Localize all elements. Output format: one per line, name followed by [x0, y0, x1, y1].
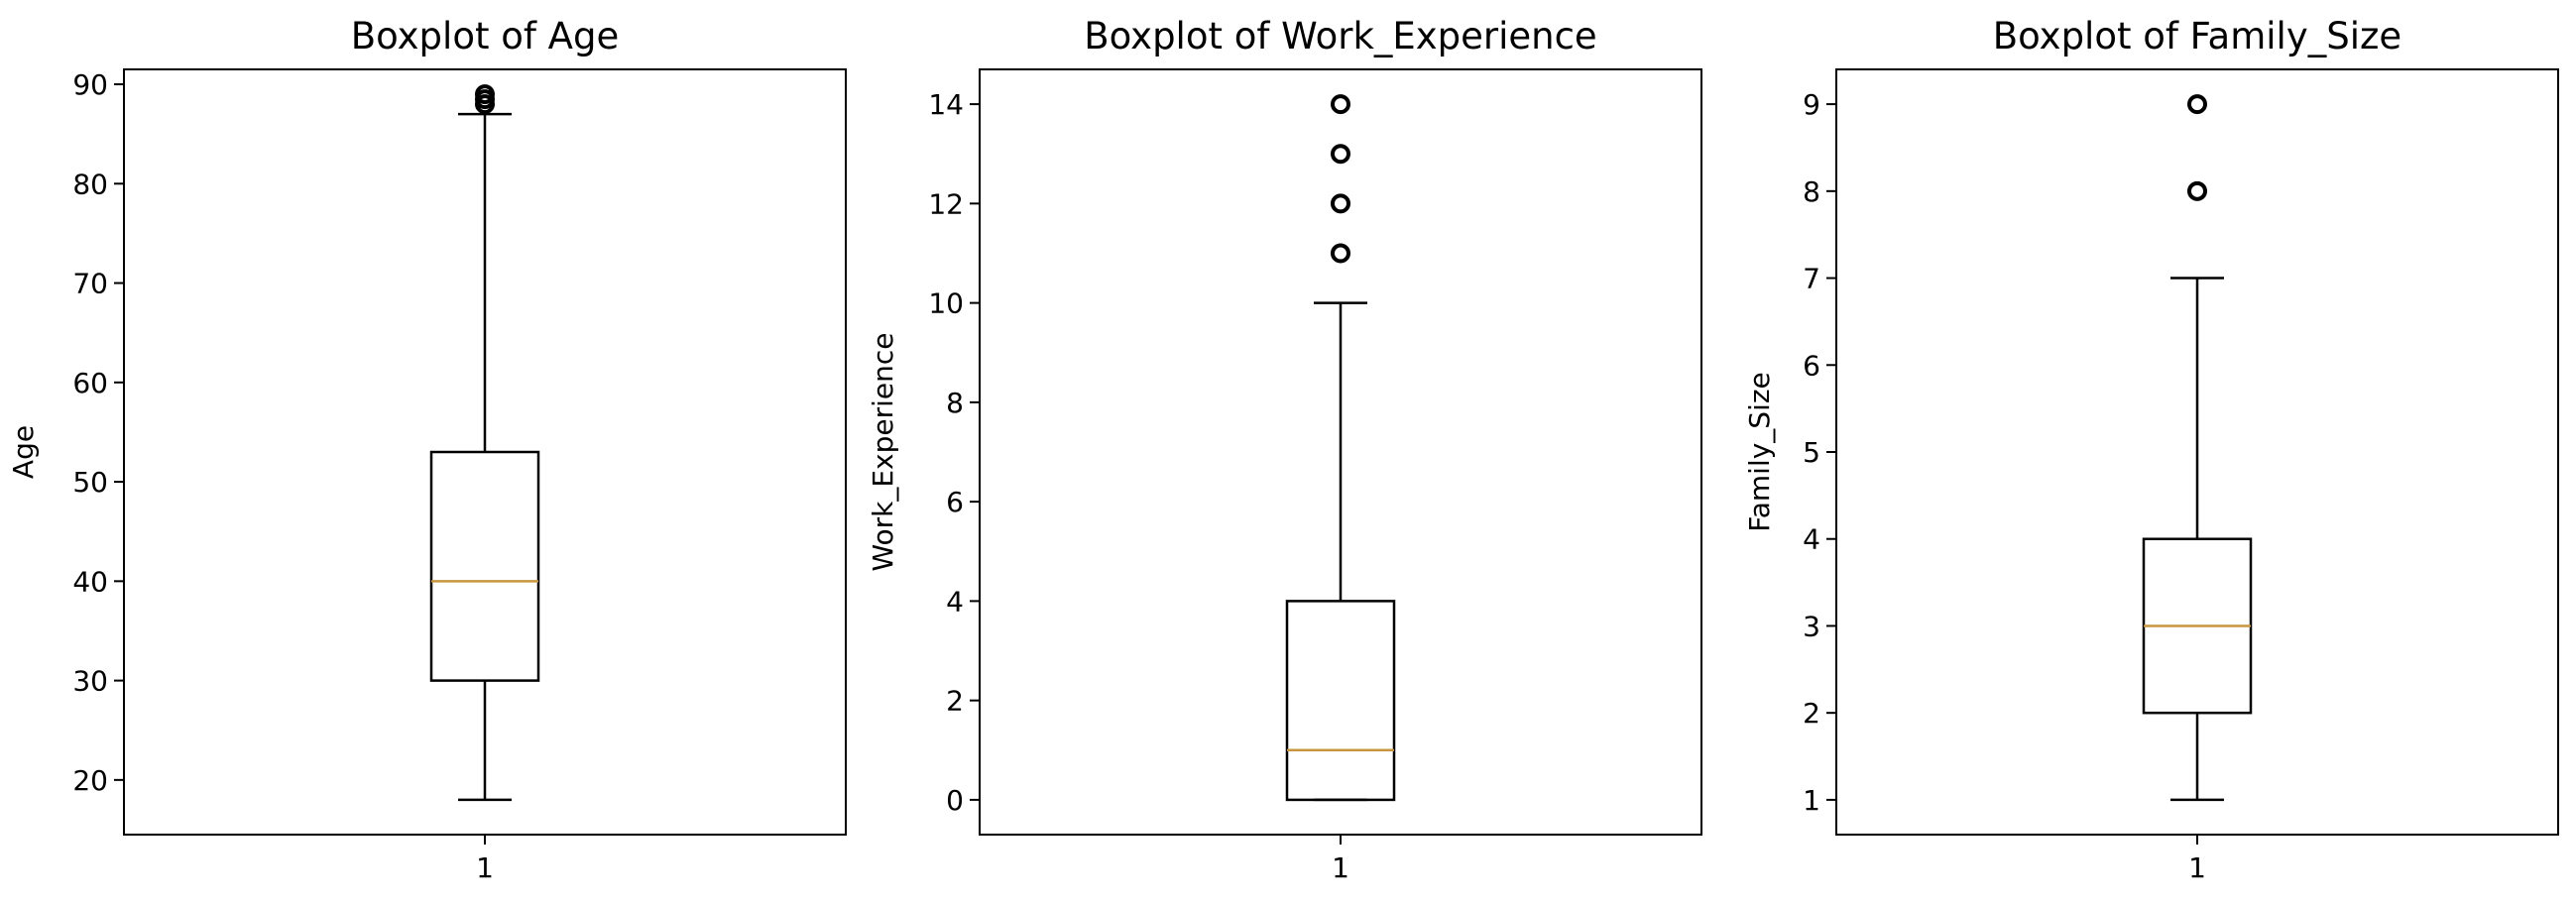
- y-tick-label: 2: [946, 685, 964, 718]
- y-tick-label: 80: [72, 168, 108, 200]
- box-iqr: [1285, 600, 1396, 802]
- outlier-point: [2187, 94, 2207, 115]
- y-tick-label: 6: [1803, 349, 1820, 382]
- chart-title: Boxplot of Family_Size: [1993, 15, 2401, 57]
- x-tick-label: 1: [476, 851, 494, 884]
- outlier-point: [1331, 243, 1350, 264]
- y-tick-label: 4: [946, 585, 964, 618]
- outlier-point: [1331, 144, 1350, 165]
- y-tick-label: 1: [1803, 784, 1820, 817]
- y-tick-label: 3: [1803, 610, 1820, 642]
- y-tick-label: 50: [72, 466, 108, 499]
- y-tick-label: 90: [72, 68, 108, 101]
- y-tick-label: 40: [72, 565, 108, 598]
- y-tick-label: 70: [72, 268, 108, 300]
- y-tick-label: 4: [1803, 523, 1820, 556]
- subplot-3: Boxplot of Family_Size Family_Size 1 2 3 4 5 6 7…: [1743, 15, 2559, 884]
- y-tick-label: 14: [928, 88, 964, 121]
- plot-frame: [979, 68, 1702, 836]
- plot-frame: [123, 68, 847, 836]
- y-tick-label: 12: [928, 187, 964, 220]
- y-tick-label: 60: [72, 367, 108, 399]
- y-tick-label: 20: [72, 764, 108, 797]
- y-tick-label: 0: [946, 784, 964, 817]
- y-tick-label: 8: [1803, 175, 1820, 208]
- outlier-point: [2187, 180, 2207, 201]
- chart-title: Boxplot of Work_Experience: [1084, 15, 1596, 57]
- y-tick-label: 5: [1803, 436, 1820, 469]
- x-tick-label: 1: [1332, 851, 1349, 884]
- plot-frame: [1835, 68, 2559, 836]
- y-tick-label: 7: [1803, 263, 1820, 295]
- subplot-2: Boxplot of Work_Experience Work_Experienc…: [867, 15, 1702, 884]
- y-tick-label: 6: [946, 486, 964, 518]
- y-axis-label: Family_Size: [1743, 372, 1776, 532]
- y-axis-label: Age: [7, 425, 40, 479]
- outlier-point: [475, 84, 495, 105]
- box-iqr: [429, 450, 540, 682]
- outlier-point: [1331, 193, 1350, 214]
- y-tick-label: 8: [946, 387, 964, 419]
- x-tick-label: 1: [2188, 851, 2206, 884]
- y-tick-label: 30: [72, 665, 108, 698]
- y-tick-label: 10: [928, 287, 964, 320]
- outlier-point: [1331, 94, 1350, 115]
- chart-title: Boxplot of Age: [351, 15, 619, 57]
- subplot-1: Boxplot of Age Age 20 30 40 50 60 70 80 90 1: [7, 15, 847, 884]
- y-tick-label: 2: [1803, 697, 1820, 730]
- y-tick-label: 9: [1803, 88, 1820, 121]
- y-axis-label: Work_Experience: [867, 332, 899, 571]
